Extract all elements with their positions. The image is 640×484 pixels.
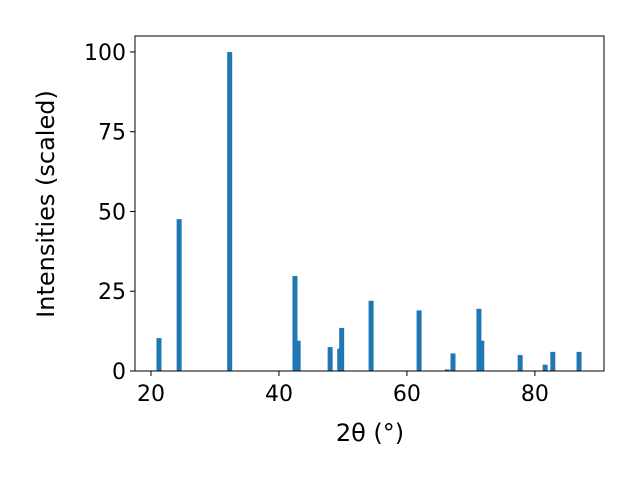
x-tick-label: 40 <box>265 382 293 407</box>
bar <box>576 351 582 371</box>
bar <box>479 340 485 371</box>
bar <box>550 351 556 371</box>
bar <box>156 338 162 371</box>
y-tick-label: 25 <box>98 280 126 305</box>
bar <box>416 310 422 371</box>
y-tick-label: 50 <box>98 200 126 225</box>
y-axis-label: Intensities (scaled) <box>32 90 60 318</box>
plot-frame <box>134 35 605 372</box>
y-tick-label: 75 <box>98 121 126 146</box>
x-axis-label: 2θ (°) <box>336 419 404 447</box>
bar <box>339 327 345 371</box>
y-tick-label: 0 <box>112 360 126 385</box>
bar <box>476 308 482 371</box>
bar <box>444 369 450 371</box>
x-tick-label: 60 <box>393 382 421 407</box>
bar <box>542 364 548 371</box>
bar <box>450 353 456 371</box>
bar <box>327 347 333 371</box>
bar <box>517 355 523 371</box>
bar <box>368 300 374 371</box>
bar <box>295 340 301 371</box>
bar <box>227 51 233 371</box>
bar <box>292 275 298 371</box>
bar <box>176 219 182 371</box>
x-tick-label: 80 <box>521 382 549 407</box>
x-tick-label: 20 <box>137 382 165 407</box>
y-tick-label: 100 <box>84 41 126 66</box>
